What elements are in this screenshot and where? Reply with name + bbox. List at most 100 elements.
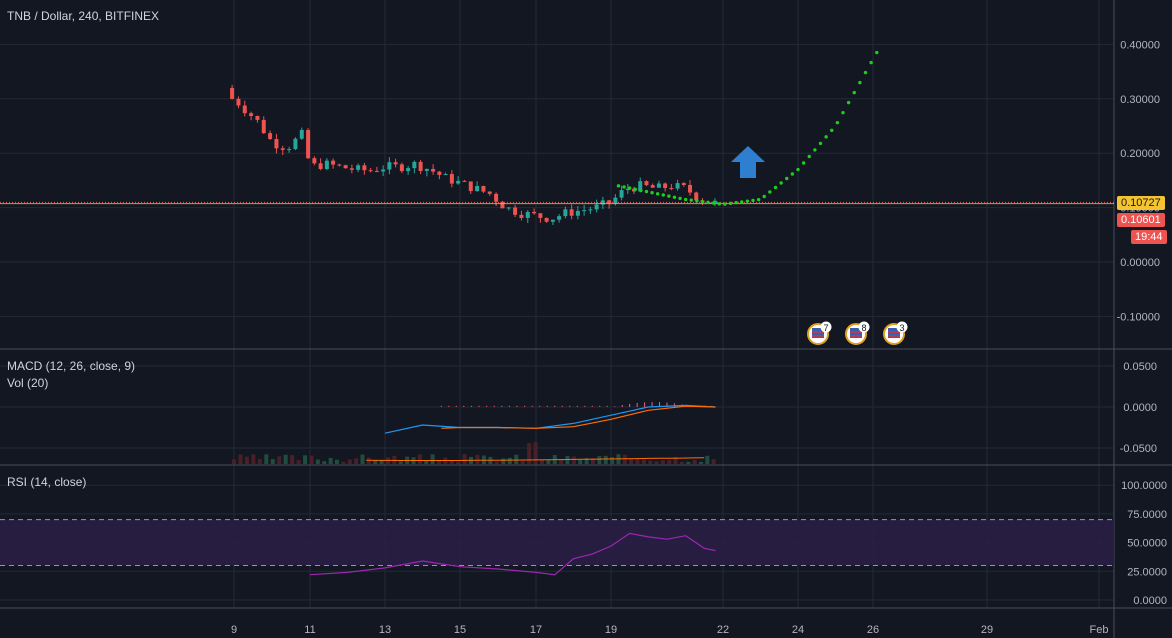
projection-dot-5 (644, 189, 649, 194)
candle-body-34 (443, 174, 448, 176)
price-axis-label-1: 0.30000 (1120, 94, 1160, 106)
volume-bar-35 (456, 461, 461, 464)
volume-bar-39 (481, 455, 486, 464)
time-axis-label-7: 24 (792, 624, 804, 636)
volume-bar-63 (635, 459, 640, 464)
projection-dot-28 (773, 185, 778, 190)
macd-label: MACD (12, 26, close, 9) (7, 359, 136, 373)
projection-dot-22 (740, 200, 744, 204)
candle-body-25 (387, 162, 392, 170)
volume-bar-14 (322, 461, 327, 464)
volume-bar-57 (597, 456, 602, 464)
candle-body-42 (494, 193, 499, 202)
candle-body-46 (519, 214, 524, 218)
macd-axis-label-0: 0.0500 (1123, 361, 1157, 373)
volume-bar-41 (494, 461, 499, 464)
time-axis-label-2: 13 (379, 624, 391, 636)
candle-body-41 (487, 191, 492, 194)
volume-bar-75 (711, 459, 716, 464)
projection-dot-7 (655, 192, 660, 196)
volume-bar-56 (591, 458, 595, 464)
volume-bar-70 (679, 461, 684, 464)
projection-dot-17 (711, 201, 716, 205)
volume-bar-55 (584, 458, 589, 464)
event-count-1: 8 (861, 323, 866, 333)
projection-dot-9 (667, 194, 671, 198)
candle-body-73 (688, 184, 693, 193)
volume-bar-67 (660, 460, 665, 464)
candle-body-24 (381, 169, 386, 172)
event-count-badge-1 (858, 321, 870, 333)
volume-bar-42 (501, 458, 506, 464)
volume-bar-5 (264, 454, 269, 464)
volume-bar-6 (270, 459, 275, 464)
projection-dot-35 (813, 148, 817, 152)
candle-body-65 (638, 181, 643, 192)
candle-body-50 (544, 217, 549, 222)
time-axis-label-10: Feb (1090, 624, 1109, 636)
candle-body-72 (681, 183, 686, 185)
projection-dot-36 (818, 141, 823, 146)
projection-dot-16 (706, 200, 710, 205)
projection-curve (616, 50, 879, 206)
candle-body-13 (312, 158, 317, 164)
candle-body-59 (600, 200, 605, 205)
candle-body-71 (675, 183, 680, 189)
projection-dot-14 (695, 199, 699, 203)
volume-bar-66 (654, 461, 659, 464)
price-axis-label-5: -0.10000 (1117, 311, 1160, 323)
volume-bar-15 (328, 457, 333, 464)
candle-body-8 (280, 148, 285, 150)
candle-body-74 (694, 192, 699, 201)
volume-bar-74 (705, 455, 710, 464)
projection-dot-11 (678, 196, 682, 201)
candle-body-38 (468, 181, 473, 192)
countdown-tag: 19:44 (1131, 230, 1167, 244)
time-axis-label-6: 22 (717, 624, 729, 636)
macd-axis-label-2: -0.0500 (1120, 443, 1157, 455)
candle-body-31 (424, 168, 429, 171)
event-flag-canton-0 (812, 328, 824, 338)
event-flag-canton-2 (888, 328, 900, 338)
volume-bar-45 (520, 460, 525, 464)
candle-body-51 (550, 219, 555, 222)
volume-bar-20 (360, 454, 365, 464)
candle-body-57 (588, 209, 593, 211)
candle-body-45 (513, 207, 518, 215)
projection-dot-46 (875, 50, 879, 55)
time-axis-label-1: 11 (304, 624, 315, 636)
projection-dot-19 (723, 202, 727, 206)
event-count-2: 3 (899, 323, 904, 333)
candle-body-37 (462, 180, 467, 182)
volume-bar-0 (232, 459, 236, 464)
projection-dot-20 (728, 201, 733, 206)
candle-body-32 (431, 168, 436, 172)
projection-dot-40 (841, 110, 845, 115)
candle-body-0 (230, 87, 235, 99)
volume-bar-68 (667, 459, 672, 464)
candle-body-68 (656, 183, 661, 188)
projection-dot-12 (683, 197, 688, 202)
volume-bar-72 (692, 459, 697, 464)
rsi-axis-label-4: 0.0000 (1133, 595, 1167, 607)
candle-body-43 (500, 201, 505, 209)
macd-histogram (440, 402, 713, 407)
projection-dot-18 (717, 202, 721, 206)
signal-line (441, 405, 716, 429)
candle-body-44 (506, 207, 511, 209)
volume-bar-1 (238, 454, 243, 464)
time-axis-label-3: 15 (454, 624, 466, 636)
rsi-label: RSI (14, close) (7, 475, 87, 489)
last-price-tag: 0.10601 (1117, 213, 1165, 227)
macd-line (384, 404, 716, 434)
candle-body-6 (268, 133, 273, 140)
candle-body-48 (532, 211, 537, 214)
price-axis-label-4: 0.00000 (1120, 257, 1160, 269)
projection-dot-30 (785, 176, 789, 181)
volume-bar-19 (354, 458, 359, 464)
candle-body-28 (406, 168, 411, 172)
candle-body-36 (456, 180, 461, 184)
projection-dot-4 (639, 188, 643, 193)
rsi-axis-label-2: 50.0000 (1127, 538, 1167, 550)
